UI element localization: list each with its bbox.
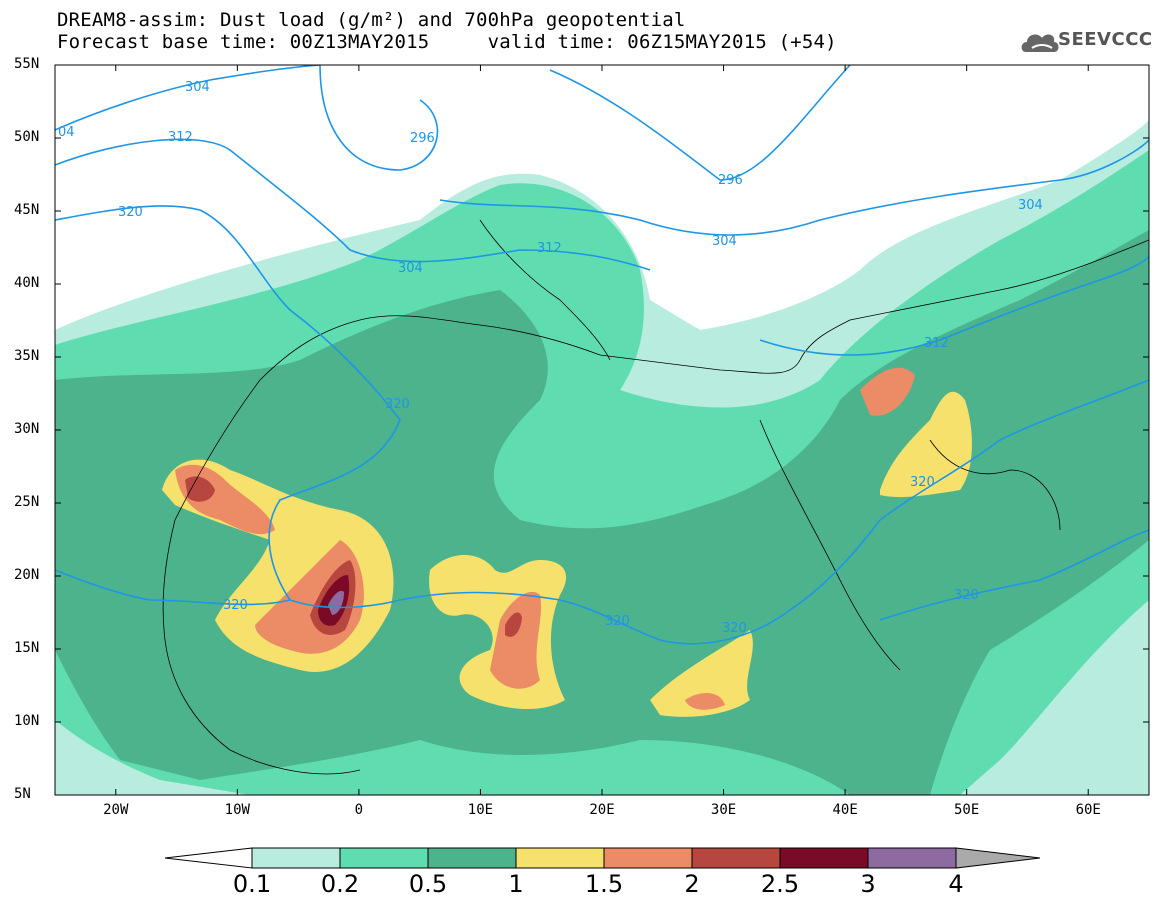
logo-text: SEEVCCC xyxy=(1058,29,1153,50)
colorbar-swatch xyxy=(867,847,957,869)
contour-label: 296 xyxy=(718,173,743,188)
lat-label: 20N xyxy=(14,567,40,583)
lat-label: 45N xyxy=(14,202,40,218)
colorbar xyxy=(164,847,1041,869)
lon-label: 10E xyxy=(467,802,494,818)
dust-level-3 xyxy=(328,590,344,615)
axis-ticks xyxy=(55,64,1149,796)
contour-label: 320 xyxy=(605,614,630,629)
coastline-italy xyxy=(479,219,611,361)
dust-level-1.5 xyxy=(685,693,725,710)
contour-320-west xyxy=(55,205,401,606)
lat-label: 50N xyxy=(14,129,40,145)
contour-labels: 304 04 312 296 320 304 312 296 304 304 3… xyxy=(58,80,1043,636)
contour-label: 320 xyxy=(118,205,143,220)
colorbar-label: 0.5 xyxy=(408,870,448,898)
contour-label: 320 xyxy=(954,588,979,603)
contour-label: 304 xyxy=(1018,198,1043,213)
coastline-europe xyxy=(174,239,1149,521)
dust-level-1.5 xyxy=(860,367,915,416)
contour-label: 296 xyxy=(410,131,435,146)
lon-label: 40E xyxy=(832,802,858,818)
colorbar-label: 2 xyxy=(684,870,700,898)
map-title: DREAM8-assim: Dust load (g/m²) and 700hP… xyxy=(57,9,686,31)
colorbar-swatch xyxy=(339,847,429,869)
contour-312 xyxy=(55,138,651,271)
colorbar-swatch xyxy=(691,847,781,869)
contour-label: 320 xyxy=(722,621,747,636)
lon-label: 0 xyxy=(354,802,364,818)
colorbar-label: 1.5 xyxy=(584,870,624,898)
colorbar-swatch xyxy=(251,847,341,869)
colorbar-swatch xyxy=(603,847,693,869)
contour-label: 312 xyxy=(168,130,193,145)
contour-296-a xyxy=(319,65,439,171)
colorbar-label: 2.5 xyxy=(760,870,800,898)
contour-label: 320 xyxy=(385,397,410,412)
colorbar-swatch xyxy=(515,847,605,869)
colorbar-swatch xyxy=(427,847,517,869)
lon-label: 30E xyxy=(710,802,737,818)
contour-label: 304 xyxy=(712,234,737,249)
lat-label: 55N xyxy=(14,56,40,72)
lat-label: 15N xyxy=(14,640,40,656)
colorbar-label: 0.1 xyxy=(232,870,272,898)
cloud-logo-icon xyxy=(1021,34,1059,52)
dust-level-2 xyxy=(505,612,522,637)
contour-304-mid xyxy=(439,139,1149,236)
contour-label: 304 xyxy=(398,261,423,276)
colorbar-label: 3 xyxy=(860,870,876,898)
lon-label: 50E xyxy=(954,802,980,818)
colorbar-label: 1 xyxy=(508,870,524,898)
contour-320-mid xyxy=(289,379,1149,645)
coastline-gulf xyxy=(929,439,1061,531)
coastline-africa-west xyxy=(162,519,361,775)
contour-label: 320 xyxy=(223,598,248,613)
contour-label: 304 xyxy=(185,80,210,95)
contour-304-north xyxy=(55,65,321,131)
colorbar-swatch xyxy=(779,847,869,869)
contour-312-east xyxy=(759,254,1149,356)
colorbar-min-arrow xyxy=(164,847,253,869)
colorbar-label: 0.2 xyxy=(320,870,360,898)
contour-label: 04 xyxy=(58,125,75,140)
contour-label: 312 xyxy=(924,336,949,351)
contour-320-east xyxy=(879,529,1149,621)
lat-label: 40N xyxy=(14,275,40,291)
contour-label: 312 xyxy=(537,241,562,256)
dust-level-2 xyxy=(185,476,215,502)
geopotential-contours xyxy=(55,65,1149,645)
contour-296-b xyxy=(549,65,851,181)
lat-label: 25N xyxy=(14,494,40,510)
dust-level-1 xyxy=(880,391,972,498)
contour-label: 320 xyxy=(910,475,935,490)
lat-label: 10N xyxy=(14,713,40,729)
dust-level-1.5 xyxy=(490,591,542,689)
lat-label: 35N xyxy=(14,348,40,364)
lat-label: 30N xyxy=(14,421,40,437)
colorbar-max-arrow xyxy=(955,847,1041,869)
coastline-red-sea xyxy=(759,419,901,671)
lon-label: 20W xyxy=(103,802,129,818)
lon-label: 20E xyxy=(589,802,615,818)
dust-level-1 xyxy=(650,630,753,717)
lon-label: 10W xyxy=(224,802,250,818)
lon-label: 60E xyxy=(1075,802,1101,818)
colorbar-label: 4 xyxy=(948,870,964,898)
lat-label: 5N xyxy=(14,786,31,802)
dust-fields xyxy=(55,120,1149,795)
coastlines xyxy=(162,219,1149,775)
map-subtitle: Forecast base time: 00Z13MAY2015 valid t… xyxy=(57,31,837,53)
